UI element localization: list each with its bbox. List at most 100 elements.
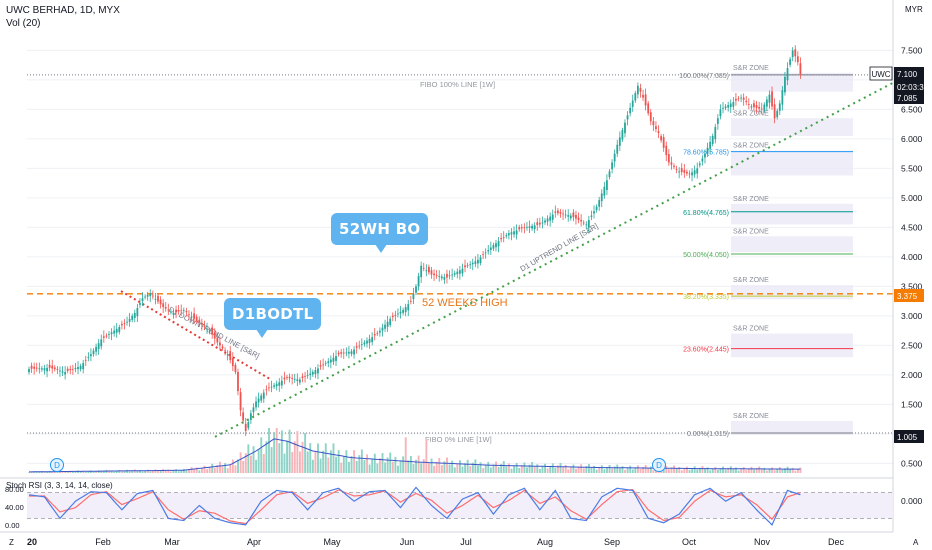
candle-body — [353, 349, 355, 355]
candle-body — [208, 330, 211, 332]
candle-body — [495, 243, 497, 248]
volume-bar — [587, 463, 590, 473]
candle-body — [536, 222, 539, 225]
candle-body — [299, 379, 301, 383]
fib-label: 100.00%(7.085) — [679, 73, 729, 80]
candle-body — [722, 107, 724, 109]
candle-body — [56, 369, 59, 370]
volume-bar — [384, 462, 387, 473]
candle-body — [786, 68, 789, 81]
volume-bar — [492, 464, 495, 473]
price-tick: 5.000 — [901, 193, 923, 203]
volume-bar — [737, 470, 740, 473]
volume-bar — [216, 464, 219, 473]
candle-body — [113, 330, 116, 334]
volume-bar — [213, 467, 216, 473]
volume-bar — [154, 469, 157, 473]
volume-bar — [123, 470, 126, 473]
volume-bar — [422, 459, 425, 473]
candle-body — [301, 376, 304, 379]
candle-body — [719, 109, 722, 117]
candle-body — [636, 85, 639, 95]
candle-body — [544, 220, 546, 223]
currency-label: MYR — [905, 5, 923, 14]
candle-body — [133, 312, 136, 319]
candle-body — [691, 172, 693, 176]
volume-bar — [724, 469, 727, 473]
candle-body — [288, 376, 291, 379]
volume-bar — [727, 467, 730, 473]
volume-bar — [500, 463, 503, 473]
volume-bar — [64, 471, 67, 473]
volume-bar — [193, 469, 196, 473]
candle-body — [397, 313, 399, 315]
price-badge-symbol — [869, 66, 893, 81]
candle-body — [611, 162, 613, 170]
volume-bar — [311, 459, 314, 473]
volume-bar — [198, 470, 201, 473]
volume-bar — [324, 443, 327, 473]
volume-bar — [443, 461, 446, 473]
volume-bar — [562, 467, 565, 473]
candlesticks — [28, 45, 802, 436]
volume-bar — [231, 459, 234, 473]
fibonacci-levels: 100.00%(7.085) 78.60%(5.785) 61.80%(4.765)… — [679, 73, 853, 438]
volume-bar — [686, 466, 688, 473]
volume-bar — [753, 469, 755, 473]
volume-bar — [776, 468, 779, 473]
volume-bar — [791, 467, 794, 473]
volume-bar — [402, 456, 405, 473]
volume-bar — [299, 451, 301, 473]
volume-bar — [286, 441, 288, 473]
volume-bar — [182, 468, 185, 473]
candle-body — [430, 270, 433, 275]
volume-bar — [304, 433, 307, 473]
volume-bar — [453, 467, 456, 473]
volume-bar — [438, 457, 441, 473]
candle-body — [51, 365, 54, 369]
price-badge-text: 7.100 — [897, 70, 918, 79]
candle-body — [526, 226, 528, 228]
stoch-tick: 40.00 — [5, 503, 24, 512]
candle-body — [688, 173, 691, 175]
candle-body — [154, 298, 157, 300]
volume-bar — [257, 449, 260, 473]
candle-body — [621, 130, 624, 140]
volume-bar — [128, 471, 131, 473]
fib-label: 78.60%(5.785) — [683, 150, 729, 157]
candle-body — [38, 368, 41, 370]
candle-body — [185, 311, 188, 313]
volume-bar — [582, 468, 585, 473]
volume-bar — [399, 460, 402, 473]
candle-body — [497, 241, 500, 247]
volume-bar — [742, 467, 745, 473]
fib-label: 23.60%(2.445) — [683, 347, 729, 354]
volume-bar — [760, 469, 763, 473]
candle-body — [765, 99, 768, 107]
volume-bar — [394, 456, 397, 473]
volume-bar — [381, 453, 384, 473]
candle-body — [177, 310, 180, 312]
volume-bar — [786, 466, 789, 473]
candle-body — [448, 275, 451, 277]
volume-bar — [102, 470, 105, 473]
volume-bar — [701, 465, 704, 473]
volume-bar — [603, 469, 606, 473]
candle-body — [314, 370, 317, 375]
zoom-icon: Z — [9, 538, 14, 547]
volume-bar — [407, 460, 410, 473]
candle-body — [219, 342, 221, 346]
volume-bar — [626, 467, 629, 473]
volume-bar — [497, 466, 500, 473]
time-tick: Nov — [754, 537, 771, 547]
volume-bar — [722, 466, 725, 473]
volume-label: Vol (20) — [6, 18, 41, 29]
candle-body — [696, 168, 699, 174]
volume-bar — [389, 452, 392, 473]
candle-body — [569, 215, 572, 219]
volume-bar — [536, 464, 539, 473]
volume-bar — [704, 469, 706, 473]
candle-body — [291, 378, 294, 380]
volume-bar — [572, 464, 575, 473]
